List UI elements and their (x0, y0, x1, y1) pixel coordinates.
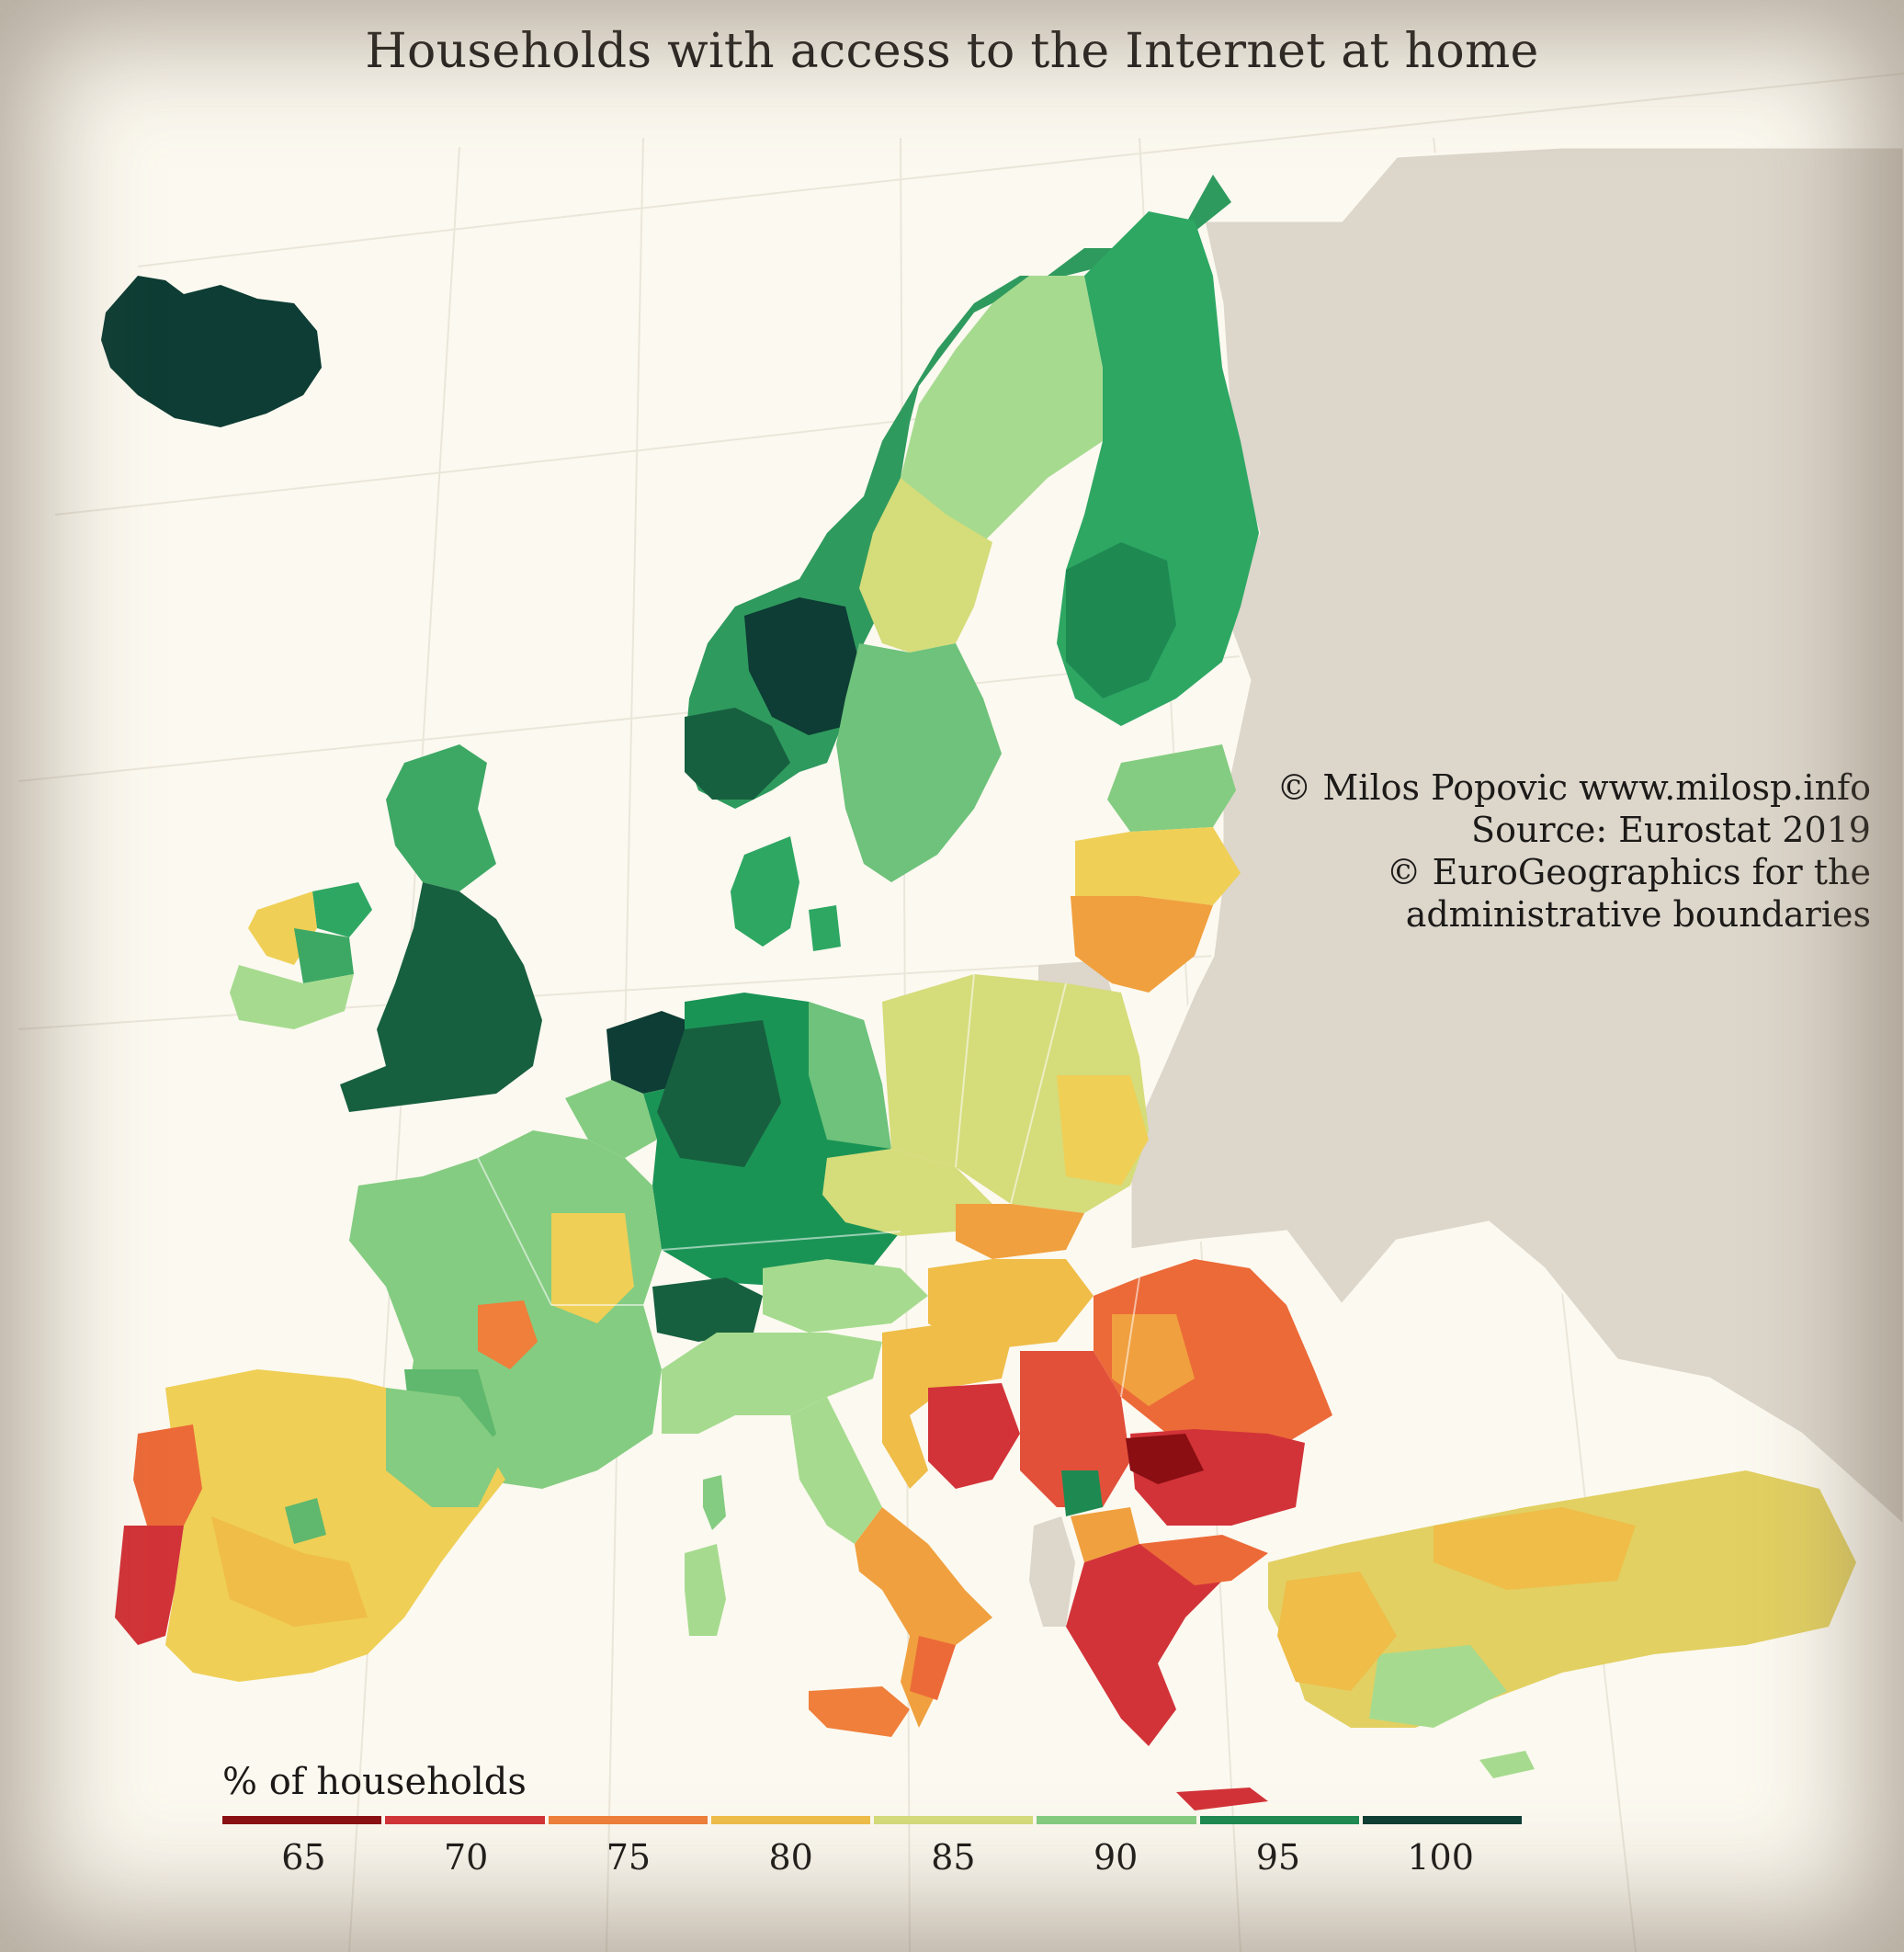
legend-tick-label: 95 (1255, 1837, 1301, 1878)
region-spain-centre (211, 1516, 368, 1627)
region-turkey-west (1277, 1572, 1397, 1691)
region-bosnia (928, 1383, 1020, 1489)
region-germany-northwest (657, 1020, 781, 1167)
region-greece-north (1139, 1535, 1268, 1585)
legend-swatch-70 (385, 1816, 545, 1824)
region-france-limousin (478, 1300, 538, 1369)
legend-swatch-90 (1037, 1816, 1196, 1824)
legend-tick-label: 100 (1407, 1837, 1474, 1878)
region-sweden-south (836, 643, 1002, 882)
region-turkey-south (1369, 1645, 1507, 1728)
legend-title: % of households (222, 1761, 527, 1803)
region-spain-madrid (285, 1498, 326, 1544)
region-cyprus (1479, 1751, 1535, 1778)
region-ireland-east (294, 928, 354, 983)
region-lithuania (1071, 896, 1213, 993)
region-iceland (101, 276, 322, 427)
region-sicily (809, 1686, 910, 1737)
legend-color-bar (222, 1816, 1522, 1824)
legend-swatch-80 (710, 1816, 870, 1824)
region-denmark (731, 836, 799, 947)
region-denmark-islands (809, 905, 841, 951)
legend-tick-label: 70 (443, 1837, 489, 1878)
region-portugal-north (133, 1424, 202, 1526)
non-data-land-albania (1029, 1516, 1075, 1627)
region-austria (763, 1259, 928, 1333)
legend-tick-label: 85 (931, 1837, 976, 1878)
region-croatia (882, 1323, 1011, 1489)
region-bulgaria-northwest (1126, 1434, 1204, 1484)
region-belgium (565, 1080, 657, 1158)
region-turkey-central (1434, 1507, 1636, 1590)
region-serbia (1020, 1351, 1130, 1507)
region-romania-west (1112, 1314, 1195, 1406)
legend-swatch-65 (222, 1816, 382, 1824)
region-spain-north (386, 1388, 505, 1507)
legend-tick-label: 65 (281, 1837, 326, 1878)
region-norway-south (744, 597, 859, 735)
region-switzerland (652, 1277, 763, 1342)
region-norway-southwest (685, 708, 790, 800)
region-finland-central (1066, 542, 1176, 698)
region-italy-north (662, 1333, 882, 1434)
region-hungary (928, 1259, 1094, 1351)
region-latvia (1075, 827, 1241, 905)
region-romania (1094, 1259, 1332, 1452)
region-sweden-north (901, 276, 1103, 551)
region-germany-east (809, 1002, 891, 1149)
region-sardinia (685, 1544, 726, 1636)
region-greece (1066, 1544, 1222, 1746)
credit-author: © Milos Popovic www.milosp.info (1276, 767, 1871, 808)
region-scotland (386, 744, 496, 891)
region-ireland-south (230, 965, 354, 1029)
region-portugal-south (115, 1526, 184, 1645)
region-italy-south (855, 1507, 992, 1728)
region-poland-east (1057, 1075, 1149, 1186)
region-france-centre (551, 1213, 634, 1323)
region-kosovo (1061, 1470, 1103, 1516)
region-england (340, 882, 542, 1112)
legend: % of households 65 70 75 80 85 90 95 100 (222, 1761, 1522, 1892)
region-borders (477, 973, 1140, 1398)
region-northern-ireland (312, 882, 372, 937)
region-czechia (822, 1149, 992, 1236)
legend-tick-label: 80 (768, 1837, 813, 1878)
legend-swatch-95 (1199, 1816, 1359, 1824)
region-sweden-middle (859, 478, 992, 653)
legend-swatch-100 (1362, 1816, 1522, 1824)
non-data-land-east (1128, 145, 1904, 1528)
region-corsica (703, 1475, 726, 1530)
region-italy-centre (790, 1397, 882, 1544)
credit-source: Source: Eurostat 2019 (1471, 810, 1871, 850)
map-title: Households with access to the Internet a… (365, 24, 1539, 79)
region-slovakia (956, 1204, 1084, 1259)
credit-boundaries-1: © EuroGeographics for the (1386, 852, 1871, 892)
legend-swatch-85 (874, 1816, 1034, 1824)
credits: © Milos Popovic www.milosp.info Source: … (1276, 766, 1871, 936)
region-calabria (910, 1636, 956, 1700)
credit-boundaries-2: administrative boundaries (1405, 894, 1871, 935)
region-estonia (1107, 744, 1236, 832)
region-north-macedonia (1071, 1507, 1139, 1562)
legend-ticks: 65 70 75 80 85 90 95 100 (222, 1837, 1522, 1892)
legend-swatch-75 (548, 1816, 708, 1824)
legend-tick-label: 90 (1093, 1837, 1139, 1878)
region-crete (1176, 1787, 1268, 1810)
legend-tick-label: 75 (606, 1837, 652, 1878)
